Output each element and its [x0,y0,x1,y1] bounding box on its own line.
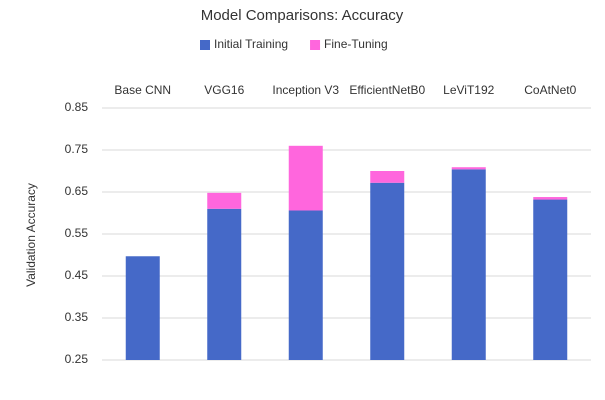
bar-segment [125,256,160,360]
chart-title: Model Comparisons: Accuracy [201,7,404,24]
y-tick-label: 0.55 [65,226,89,240]
bar-segment [288,210,323,360]
x-tick-label: CoAtNet0 [524,83,576,97]
x-tick-label: Base CNN [114,83,171,97]
legend-swatch [310,40,321,50]
legend-swatch [200,40,210,50]
legend-label: Fine-Tuning [324,37,388,51]
x-tick-label: EfficientNetB0 [349,83,425,97]
bar-segment [288,145,323,211]
bar-segment [207,192,242,209]
y-tick-label: 0.35 [65,310,89,324]
y-tick-label: 0.65 [65,184,89,198]
x-tick-label: VGG16 [204,83,244,97]
y-tick-label: 0.75 [65,142,89,156]
bar-segment [533,197,568,200]
legend-label: Initial Training [214,37,288,51]
x-tick-label: LeViT192 [443,83,494,97]
bar-segment [451,169,486,360]
y-tick-label: 0.85 [65,100,89,114]
bar-segment [370,171,405,183]
bar-segment [370,182,405,360]
y-tick-label: 0.25 [65,352,89,366]
bar-segment [451,167,486,170]
y-tick-label: 0.45 [65,268,89,282]
bar-segment [207,208,242,360]
y-axis-label: Validation Accuracy [24,183,38,287]
bar-segment [533,199,568,360]
x-tick-label: Inception V3 [272,83,339,97]
